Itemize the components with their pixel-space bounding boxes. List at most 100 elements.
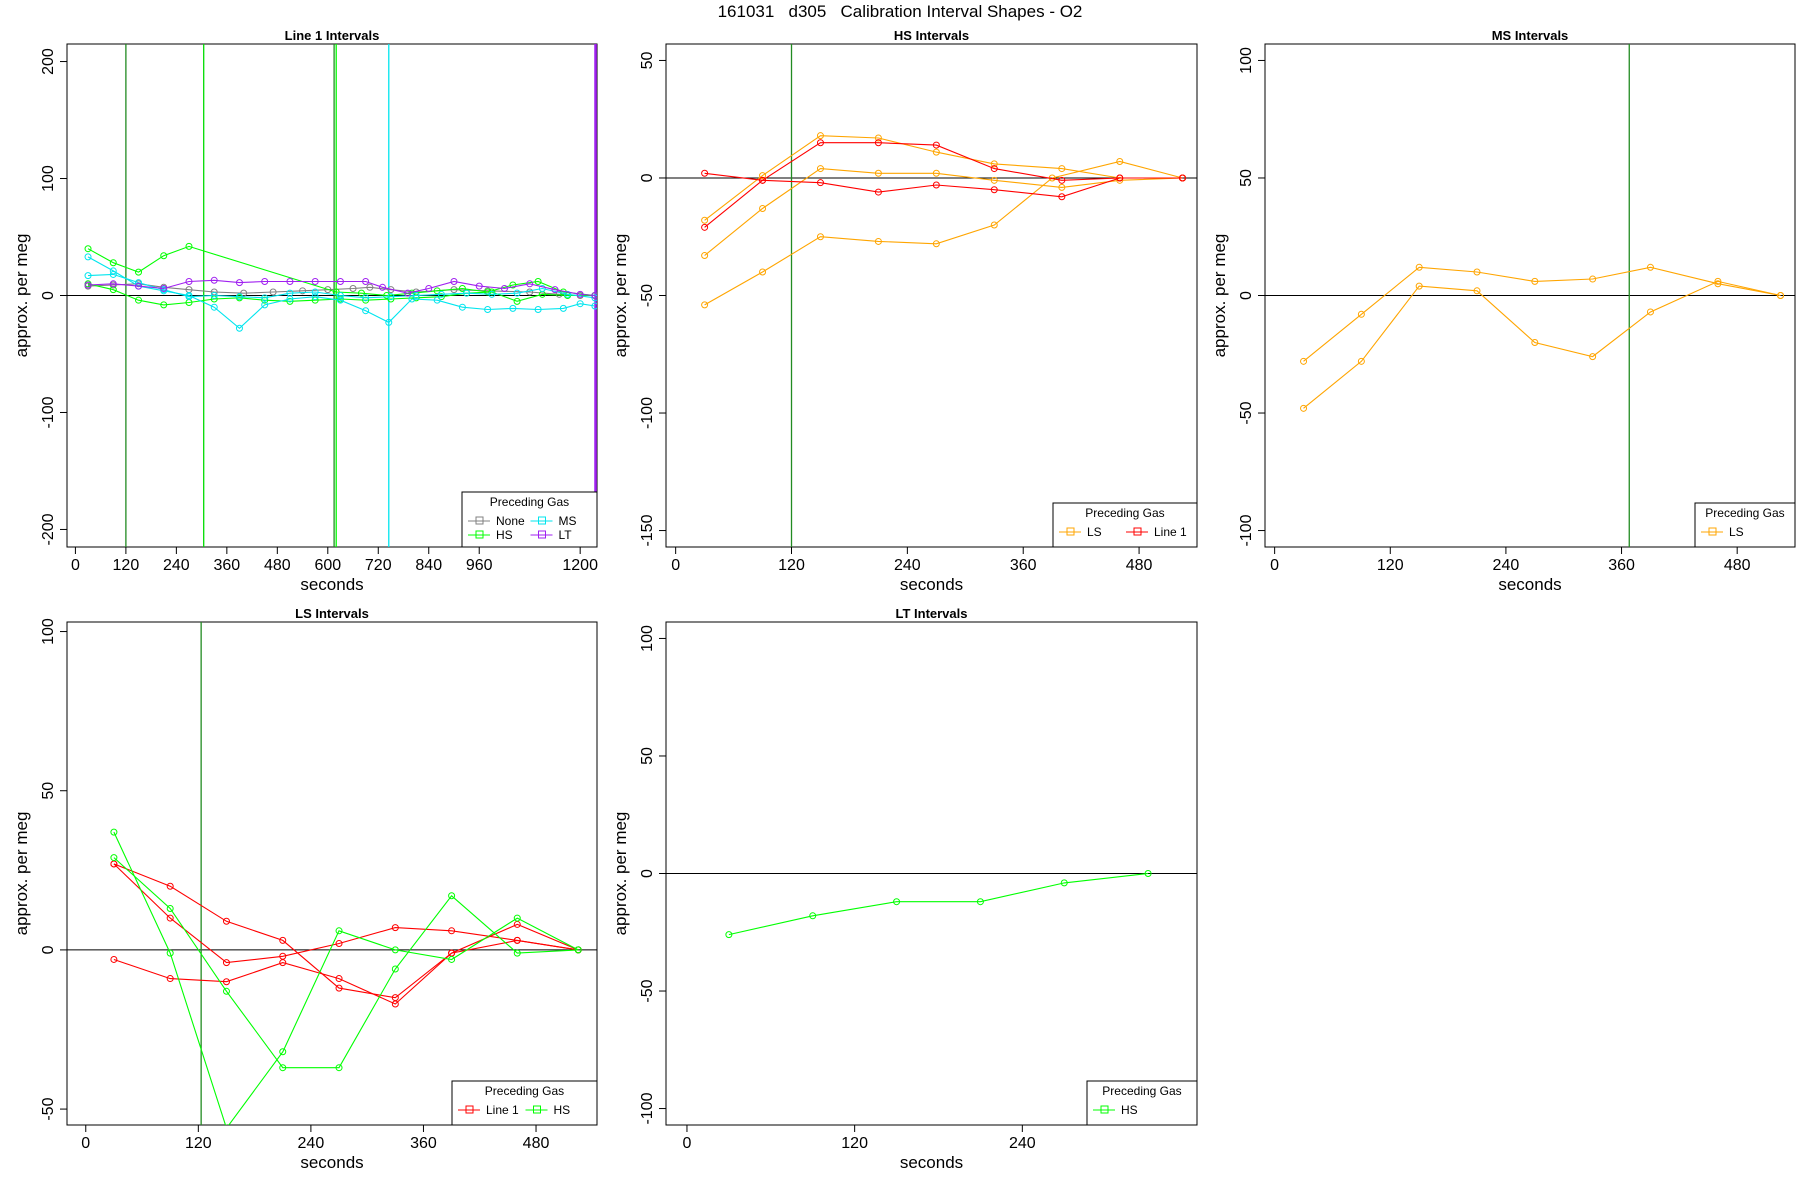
- data-point: [185, 277, 193, 285]
- data-point: [1473, 268, 1481, 276]
- series-line: [87, 279, 595, 297]
- data-point: [210, 303, 218, 311]
- data-point: [448, 955, 456, 963]
- data-point: [286, 297, 294, 305]
- x-tick-label: 360: [213, 557, 240, 574]
- data-point: [564, 290, 572, 298]
- legend-title: Preceding Gas: [1102, 1084, 1181, 1098]
- data-point: [279, 1064, 287, 1072]
- x-tick-label: 0: [1270, 557, 1279, 574]
- data-point: [210, 276, 218, 284]
- legend-title: Preceding Gas: [1085, 506, 1164, 520]
- y-axis-label: approx. per meg: [12, 812, 31, 936]
- data-point: [538, 284, 546, 292]
- data-point: [816, 179, 824, 187]
- y-axis-label: approx. per meg: [1210, 234, 1229, 358]
- data-point: [534, 306, 542, 314]
- chart-title: HS Intervals: [894, 28, 969, 43]
- data-point: [448, 892, 456, 900]
- series-line: [113, 863, 579, 964]
- y-tick-label: -50: [40, 1097, 57, 1120]
- data-point: [222, 917, 230, 925]
- data-point: [349, 284, 357, 292]
- data-point: [235, 293, 243, 301]
- legend-swatch-marker: [1708, 527, 1717, 536]
- x-tick-label: 240: [894, 557, 921, 574]
- data-point: [299, 287, 307, 295]
- data-point: [990, 221, 998, 229]
- y-tick-label: 50: [639, 747, 656, 765]
- series-line: [1303, 266, 1781, 362]
- data-point: [500, 284, 508, 292]
- plot-area: [666, 870, 1197, 939]
- x-tick-label: 360: [410, 1135, 437, 1152]
- y-tick-label: 100: [40, 618, 57, 645]
- data-point: [425, 284, 433, 292]
- legend-swatch-marker: [538, 516, 546, 525]
- data-point: [166, 914, 174, 922]
- data-point: [932, 148, 940, 156]
- y-tick-label: -100: [40, 396, 57, 428]
- series-line: [87, 283, 595, 306]
- data-point: [311, 293, 319, 301]
- x-axis-label: seconds: [900, 575, 963, 594]
- data-point: [412, 294, 420, 302]
- plot-frame: [665, 43, 1198, 548]
- data-point: [311, 277, 319, 285]
- series-line: [113, 857, 579, 1069]
- data-point: [574, 946, 582, 954]
- y-tick-label: -150: [639, 514, 656, 546]
- x-tick-label: 240: [163, 557, 190, 574]
- data-point: [816, 132, 824, 140]
- series-line: [1303, 280, 1781, 409]
- y-tick-label: -50: [639, 979, 656, 1002]
- data-point: [335, 975, 343, 983]
- data-point: [1300, 357, 1308, 365]
- data-point: [488, 290, 496, 298]
- legend-swatch-marker: [1133, 527, 1142, 536]
- data-point: [240, 289, 248, 297]
- data-point: [1415, 263, 1423, 271]
- data-point: [166, 949, 174, 957]
- data-point: [1300, 404, 1308, 412]
- x-tick-label: 480: [523, 1135, 550, 1152]
- data-point: [1589, 353, 1597, 361]
- plot-frame: [66, 621, 598, 1126]
- data-point: [701, 216, 709, 224]
- data-point: [391, 1000, 399, 1008]
- data-point: [279, 936, 287, 944]
- data-point: [385, 318, 393, 326]
- y-axis-label: approx. per meg: [12, 234, 31, 358]
- data-point: [1473, 287, 1481, 295]
- x-tick-label: 0: [81, 1135, 90, 1152]
- y-tick-label: -100: [639, 1092, 656, 1124]
- x-tick-label: 0: [671, 557, 680, 574]
- data-point: [261, 301, 269, 309]
- data-point: [874, 169, 882, 177]
- legend-swatch-marker: [475, 516, 484, 525]
- legend-entry-label: Line 1: [1154, 525, 1187, 539]
- data-point: [816, 139, 824, 147]
- x-tick-label: 1200: [562, 557, 598, 574]
- data-point: [1058, 183, 1066, 191]
- data-point: [701, 223, 709, 231]
- y-tick-label: 0: [1238, 291, 1255, 300]
- legend-swatch-marker: [465, 1105, 474, 1114]
- y-tick-label: 0: [639, 869, 656, 878]
- legend-title: Preceding Gas: [485, 1084, 564, 1098]
- data-point: [701, 169, 709, 177]
- data-point: [433, 296, 441, 304]
- chart-panel-3: MS Intervals 0 120 240 360 480 -100 -50 0 50 100 se…: [1210, 28, 1796, 594]
- x-axis-label: seconds: [300, 575, 363, 594]
- data-point: [513, 297, 521, 305]
- data-point: [391, 965, 399, 973]
- data-point: [701, 252, 709, 260]
- plot-area: [67, 44, 597, 547]
- data-point: [235, 324, 243, 332]
- plot-area: [1265, 44, 1795, 547]
- legend: Preceding Gas LS Line 1: [1052, 502, 1198, 548]
- data-point: [335, 984, 343, 992]
- y-tick-label: 0: [639, 173, 656, 182]
- series-line: [704, 172, 1183, 198]
- data-point: [526, 280, 534, 288]
